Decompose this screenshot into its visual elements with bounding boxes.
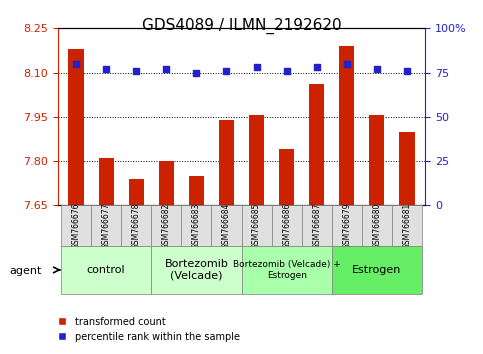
Point (72, 61, 80, 67)
Point (313, 64, 321, 70)
FancyBboxPatch shape (212, 205, 242, 246)
Text: Bortezomib
(Velcade): Bortezomib (Velcade) (164, 259, 228, 281)
Point (283, 68, 290, 74)
Point (373, 66, 381, 72)
FancyBboxPatch shape (392, 205, 422, 246)
Bar (309, 84, 324, 205)
Point (162, 66, 170, 72)
Point (193, 70, 200, 75)
Point (223, 68, 230, 74)
Bar (339, 46, 355, 205)
FancyBboxPatch shape (242, 246, 332, 294)
Text: GSM766683: GSM766683 (192, 202, 201, 249)
FancyBboxPatch shape (302, 205, 332, 246)
Point (132, 68, 140, 74)
Bar (189, 176, 204, 205)
Bar (219, 120, 234, 205)
Text: GSM766676: GSM766676 (71, 202, 81, 249)
FancyBboxPatch shape (332, 246, 422, 294)
FancyBboxPatch shape (151, 246, 242, 294)
Bar (128, 179, 144, 205)
Text: GSM766678: GSM766678 (132, 202, 141, 249)
Bar (369, 115, 384, 205)
Text: Estrogen: Estrogen (352, 265, 401, 275)
Point (253, 64, 260, 70)
Bar (279, 149, 294, 205)
FancyBboxPatch shape (121, 205, 151, 246)
FancyBboxPatch shape (271, 205, 302, 246)
FancyBboxPatch shape (61, 205, 91, 246)
Text: GSM766685: GSM766685 (252, 202, 261, 249)
FancyBboxPatch shape (362, 205, 392, 246)
Bar (399, 132, 414, 205)
FancyBboxPatch shape (181, 205, 212, 246)
FancyBboxPatch shape (151, 205, 181, 246)
Text: agent: agent (10, 266, 42, 276)
Text: GSM766684: GSM766684 (222, 202, 231, 249)
Bar (69, 49, 84, 205)
Text: GSM766681: GSM766681 (402, 202, 412, 249)
FancyBboxPatch shape (61, 246, 151, 294)
Bar (99, 158, 114, 205)
Point (102, 66, 110, 72)
Text: GDS4089 / ILMN_2192620: GDS4089 / ILMN_2192620 (142, 18, 341, 34)
FancyBboxPatch shape (242, 205, 271, 246)
Text: GSM766686: GSM766686 (282, 202, 291, 249)
Text: control: control (87, 265, 126, 275)
Text: Bortezomib (Velcade) +
Estrogen: Bortezomib (Velcade) + Estrogen (233, 260, 341, 280)
Text: GSM766679: GSM766679 (342, 202, 351, 249)
Bar (249, 115, 264, 205)
Bar (159, 161, 174, 205)
Point (343, 61, 351, 67)
FancyBboxPatch shape (332, 205, 362, 246)
Legend: transformed count, percentile rank within the sample: transformed count, percentile rank withi… (53, 313, 243, 346)
Text: GSM766687: GSM766687 (312, 202, 321, 249)
Text: GSM766682: GSM766682 (162, 202, 171, 249)
Text: GSM766677: GSM766677 (101, 202, 111, 249)
Point (403, 68, 411, 74)
FancyBboxPatch shape (91, 205, 121, 246)
Text: GSM766680: GSM766680 (372, 202, 382, 249)
